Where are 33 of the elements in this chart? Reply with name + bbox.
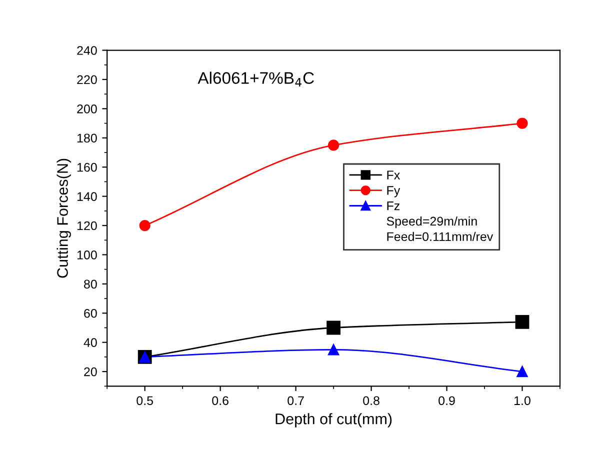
y-axis-title: Cutting Forces(N) [56,158,71,278]
y-tick-label: 160 [77,162,97,172]
y-tick-label: 120 [77,221,97,230]
x-axis-title: Depth of cut(mm) [276,413,392,428]
y-tick-label: 140 [77,192,97,201]
y-tick-label: 20 [84,367,97,376]
x-tick-label: 0.8 [363,396,380,406]
y-tick-label: 40 [84,338,97,348]
x-tick-label: 0.9 [438,396,455,406]
point [328,344,340,356]
y-tick-label: 60 [84,308,97,318]
y-tick-label: 180 [77,134,97,143]
point [515,314,530,329]
y-tick-label: 100 [77,250,97,260]
x-tick-label: 0.7 [288,396,304,406]
annotation: Feed=0.111mm/rev [387,232,494,242]
x-tick-label: 1.0 [514,396,530,406]
point [326,320,340,335]
y-tick-label: 220 [77,75,97,84]
x-tick-label: 0.5 [136,396,154,406]
point [139,220,150,232]
legend-label: Fy [387,186,400,198]
annotation: Al6061+7%B$_{4}$C [198,72,314,87]
point [328,140,340,151]
y-tick-label: 200 [77,104,97,114]
legend-label: Fz [387,202,400,210]
point [516,366,528,378]
y-tick-label: 80 [84,280,97,289]
point [516,118,528,129]
annotation: Speed=29m/min [386,216,477,228]
y-tick-label: 240 [77,46,97,55]
legend-label: Fx [387,170,400,180]
x-tick-label: 0.6 [212,396,228,406]
